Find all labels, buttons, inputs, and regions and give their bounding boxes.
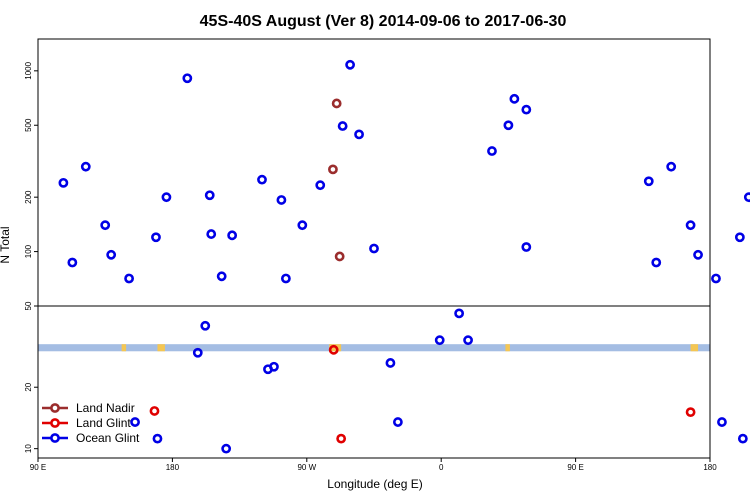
upper-y-tick-label-0: 50 [24, 301, 33, 310]
point-ocean-glint-1 [67, 257, 78, 268]
point-ocean-glint-29 [385, 358, 396, 368]
point-ocean-glint-16 [221, 443, 232, 454]
point-ocean-glint-26 [337, 121, 348, 131]
x-tick-label-1: 180 [166, 463, 180, 472]
point-ocean-glint-2 [80, 161, 91, 172]
point-ocean-glint-25 [345, 59, 356, 70]
point-ocean-glint-7 [151, 232, 161, 243]
upper-y-tick-label-1: 100 [24, 244, 33, 258]
point-ocean-glint-39 [643, 176, 654, 187]
point-ocean-glint-18 [257, 174, 267, 185]
lower-y-tick-label-0: 10 [24, 444, 33, 453]
point-ocean-glint-45 [717, 417, 727, 427]
point-ocean-glint-0 [58, 177, 69, 188]
point-ocean-glint-21 [276, 195, 287, 205]
point-ocean-glint-37 [521, 104, 532, 115]
point-ocean-glint-17 [227, 230, 238, 241]
point-ocean-glint-40 [651, 257, 662, 268]
point-ocean-glint-11 [192, 347, 203, 358]
point-land-nadir-1 [331, 98, 342, 109]
land-span-0 [121, 344, 127, 352]
point-ocean-glint-30 [392, 417, 403, 427]
point-ocean-glint-20 [269, 361, 279, 372]
point-ocean-glint-23 [297, 220, 308, 231]
x-tick-label-0: 90 E [30, 463, 46, 472]
point-ocean-glint-3 [100, 220, 111, 231]
legend-marker-land-glint [50, 418, 60, 428]
point-ocean-glint-46 [734, 232, 745, 243]
legend-marker-land-nadir [50, 403, 60, 413]
point-ocean-glint-9 [161, 192, 172, 203]
point-ocean-glint-6 [130, 417, 140, 427]
point-ocean-glint-38 [521, 242, 532, 252]
point-ocean-glint-27 [354, 129, 364, 140]
point-ocean-glint-41 [666, 161, 677, 172]
upper-y-tick-label-2: 200 [24, 190, 33, 204]
point-ocean-glint-43 [693, 249, 703, 260]
point-land-glint-1 [328, 344, 339, 355]
point-ocean-glint-33 [463, 335, 473, 346]
legend-label-land-nadir: Land Nadir [76, 401, 135, 415]
point-ocean-glint-42 [685, 220, 696, 231]
point-ocean-glint-14 [206, 229, 217, 239]
land-span-1 [157, 344, 165, 352]
point-ocean-glint-31 [434, 335, 445, 346]
chart-title: 45S-40S August (Ver 8) 2014-09-06 to 201… [200, 13, 567, 30]
legend-label-land-glint: Land Glint [76, 416, 131, 430]
legend-label-ocean-glint: Ocean Glint [76, 431, 140, 445]
point-ocean-glint-44 [711, 273, 721, 284]
point-ocean-glint-4 [106, 249, 117, 260]
y-axis-label: N Total [0, 226, 12, 263]
land-span-4 [690, 344, 699, 352]
x-axis-label: Longitude (deg E) [327, 477, 422, 491]
point-land-glint-3 [685, 407, 696, 418]
point-ocean-glint-34 [487, 146, 497, 156]
point-ocean-glint-28 [369, 243, 379, 254]
lower-y-tick-label-1: 20 [24, 382, 33, 391]
point-ocean-glint-8 [152, 433, 163, 444]
point-ocean-glint-36 [509, 93, 520, 104]
point-ocean-glint-24 [315, 180, 326, 191]
point-ocean-glint-5 [124, 273, 134, 284]
plot-area: 90 E 180 90 W 0 90 E 180 50 100 200 500 1000 10 20 [24, 38, 750, 472]
x-tick-label-5: 180 [703, 463, 717, 472]
point-land-nadir-0 [328, 164, 338, 175]
point-ocean-glint-15 [216, 271, 227, 282]
point-ocean-glint-13 [204, 190, 215, 201]
upper-y-tick-label-3: 500 [24, 118, 33, 132]
legend-marker-ocean-glint [50, 433, 60, 443]
point-ocean-glint-47 [737, 433, 748, 444]
point-land-glint-0 [149, 406, 160, 416]
upper-panel-frame [37, 38, 711, 307]
coverage-band [38, 344, 710, 352]
x-tick-label-3: 0 [439, 463, 444, 472]
point-ocean-glint-48 [743, 192, 750, 203]
lower-panel-frame [37, 305, 711, 459]
point-ocean-glint-12 [200, 320, 211, 331]
x-tick-label-4: 90 E [567, 463, 583, 472]
point-land-glint-2 [336, 433, 347, 444]
point-land-nadir-2 [334, 251, 345, 262]
x-tick-label-2: 90 W [297, 463, 316, 472]
point-ocean-glint-35 [503, 120, 514, 131]
point-ocean-glint-32 [454, 308, 465, 319]
land-span-3 [505, 344, 510, 352]
point-ocean-glint-10 [182, 73, 193, 84]
upper-y-tick-label-4: 1000 [24, 61, 33, 79]
point-ocean-glint-22 [280, 273, 291, 284]
